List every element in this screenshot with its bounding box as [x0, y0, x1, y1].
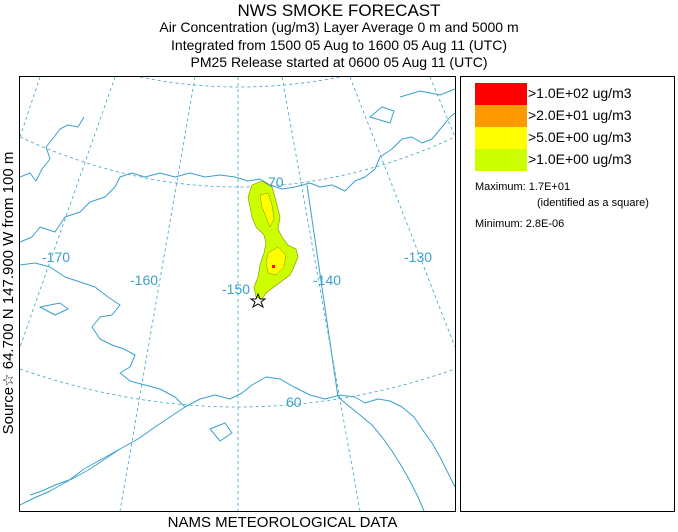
source-location-label: Source☆ 64.700 N 147.900 W from 100 m	[0, 151, 17, 435]
maximum-label: Maximum:	[475, 181, 526, 193]
concentration-subtitle: Air Concentration (ug/m3) Layer Average …	[159, 19, 519, 35]
maximum-value: 1.7E+01	[528, 181, 571, 193]
label-lon-170: -170	[42, 249, 70, 265]
meridian-180	[20, 77, 41, 138]
western-coast	[20, 262, 186, 506]
legend-swatch-lime	[475, 149, 527, 171]
latitude-line-70	[20, 136, 455, 188]
meridian-170	[20, 77, 116, 348]
alaska-coastline	[20, 112, 455, 243]
label-lon-130: -130	[404, 249, 432, 265]
st-lawrence-island	[39, 302, 69, 316]
meridian-140	[281, 77, 361, 511]
meridian-120	[429, 77, 455, 138]
kodiak-island	[209, 422, 233, 442]
meteorological-data-label: NAMS METEOROLOGICAL DATA	[167, 514, 398, 531]
maximum-marker	[272, 265, 275, 268]
coastline	[20, 88, 455, 511]
label-lon-160: -160	[130, 272, 158, 288]
meridian-160	[119, 77, 196, 511]
legend-entry-5: >5.0E+00 ug/m3	[475, 127, 665, 149]
alaska-map: -170 -160 -150 -140 -130 70 60	[20, 77, 455, 511]
maximum-stat: Maximum: 1.7E+01	[475, 181, 570, 193]
legend-panel: >1.0E+02 ug/m3 >2.0E+01 ug/m3 >5.0E+00 u…	[460, 76, 675, 512]
legend-swatch-yellow	[475, 127, 527, 149]
label-lon-140: -140	[313, 272, 341, 288]
minimum-value: 2.8E-06	[525, 218, 565, 230]
map-panel: -170 -160 -150 -140 -130 70 60	[19, 76, 456, 512]
minimum-label: Minimum:	[475, 218, 523, 230]
label-lat-70: 70	[268, 174, 284, 190]
plume-contour-5	[259, 192, 287, 276]
integration-period: Integrated from 1500 05 Aug to 1600 05 A…	[171, 37, 507, 53]
label-lat-60: 60	[286, 394, 302, 410]
legend-label: >5.0E+00 ug/m3	[528, 129, 632, 145]
smoke-plume	[247, 180, 299, 309]
graticule-labels: -170 -160 -150 -140 -130 70 60	[42, 174, 432, 410]
source-star-icon	[249, 292, 267, 309]
plume-contour-1	[247, 180, 299, 300]
legend-swatch-red	[475, 83, 527, 105]
forecast-title: NWS SMOKE FORECAST	[237, 1, 441, 20]
minimum-stat: Minimum: 2.8E-06	[475, 218, 564, 230]
legend-entry-100: >1.0E+02 ug/m3	[475, 83, 665, 105]
release-info: PM25 Release started at 0600 05 Aug 11 (…	[190, 54, 488, 70]
panhandle-coast	[337, 396, 425, 511]
legend-label: >1.0E+00 ug/m3	[528, 151, 632, 167]
meridian-130	[349, 77, 455, 348]
graticule	[20, 77, 455, 511]
banks-island	[369, 106, 395, 124]
legend-swatch-orange	[475, 105, 527, 127]
legend-label: >2.0E+01 ug/m3	[528, 107, 632, 123]
latitude-line-north	[139, 77, 341, 88]
label-lon-150: -150	[222, 281, 250, 297]
legend-entry-20: >2.0E+01 ug/m3	[475, 105, 665, 127]
legend-label: >1.0E+02 ug/m3	[528, 85, 632, 101]
siberia-coast	[20, 116, 85, 182]
alaska-canada-border	[306, 184, 339, 398]
legend-entry-1: >1.0E+00 ug/m3	[475, 149, 665, 171]
victoria-island	[399, 88, 455, 98]
southern-coast	[184, 376, 455, 488]
maximum-note: (identified as a square)	[537, 197, 649, 209]
alaska-peninsula	[29, 448, 121, 496]
